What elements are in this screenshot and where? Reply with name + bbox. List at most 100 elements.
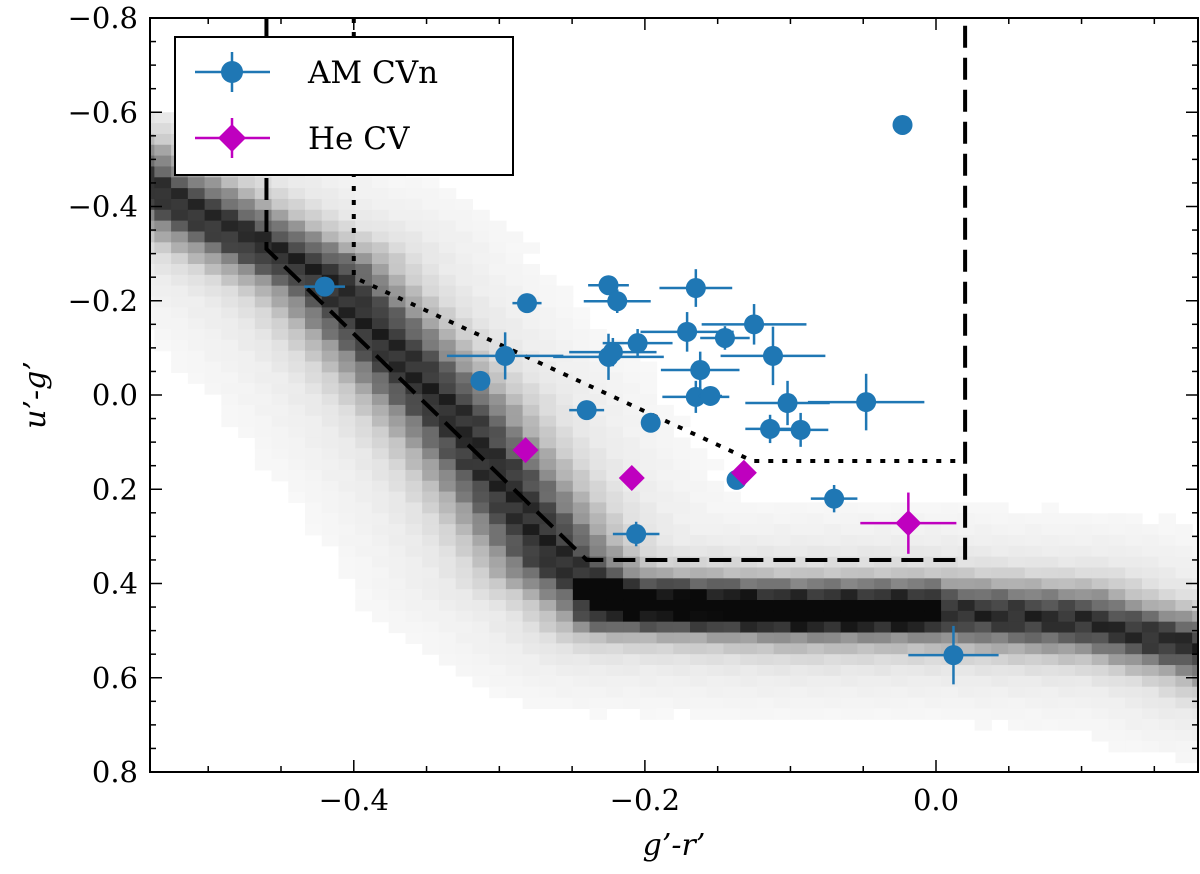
density-cell (438, 198, 457, 211)
density-cell (606, 404, 624, 417)
density-cell (1108, 686, 1126, 699)
density-cell (623, 686, 641, 699)
density-cell (941, 675, 959, 688)
density-cell (572, 491, 591, 504)
density-cell (572, 534, 591, 547)
density-cell (254, 198, 273, 211)
density-cell (405, 534, 423, 547)
density-cell (656, 480, 674, 493)
density-cell (338, 361, 356, 373)
density-cell (271, 177, 289, 189)
density-cell (1075, 719, 1093, 731)
density-cell (489, 394, 507, 406)
density-cell (907, 643, 925, 655)
density-cell (489, 220, 507, 233)
density-cell (288, 177, 306, 189)
density-cell (606, 524, 624, 536)
density-cell (1125, 632, 1143, 644)
density-cell (974, 719, 992, 731)
density-cell (890, 675, 909, 688)
density-cell (807, 524, 825, 536)
density-cell (371, 469, 390, 482)
x-axis-label: g’-r’ (643, 828, 706, 863)
density-cell (238, 285, 256, 298)
density-cell (606, 361, 624, 373)
density-cell (673, 524, 691, 536)
density-cell (807, 513, 825, 525)
density-cell (572, 469, 591, 482)
density-cell (405, 524, 423, 536)
density-cell (740, 534, 758, 547)
density-cell (438, 610, 457, 623)
density-cell (388, 274, 407, 287)
density-cell (187, 209, 206, 222)
density-cell (790, 545, 808, 558)
density-cell (1041, 513, 1059, 525)
am-cvn-point (470, 370, 491, 391)
density-cell (991, 686, 1009, 699)
density-cell (1024, 513, 1043, 525)
density-cell (623, 383, 641, 395)
density-cell (472, 339, 490, 352)
density-cell (673, 437, 691, 449)
density-cell (807, 708, 825, 720)
density-cell (556, 697, 574, 709)
density-cell (455, 480, 474, 493)
density-cell (1008, 719, 1026, 731)
density-cell (656, 448, 674, 460)
density-cell (890, 556, 909, 569)
density-cell (823, 654, 842, 666)
density-cell (572, 426, 591, 439)
density-cell (238, 220, 256, 233)
density-cell (321, 361, 340, 373)
density-cell (405, 177, 423, 189)
density-cell (941, 502, 959, 514)
density-cell (572, 459, 591, 471)
density-cell (907, 599, 925, 612)
y-axis-label: u’-g’ (18, 361, 53, 429)
density-cell (957, 524, 976, 536)
density-cell (874, 524, 892, 536)
density-cell (840, 686, 858, 699)
density-cell (321, 242, 340, 254)
density-cell (556, 502, 574, 514)
density-cell (187, 285, 206, 298)
density-cell (623, 448, 641, 460)
density-cell (823, 708, 842, 720)
density-cell (455, 361, 474, 373)
density-cell (171, 220, 189, 233)
density-cell (150, 188, 155, 200)
density-cell (472, 209, 490, 222)
density-cell (288, 329, 306, 341)
density-cell (388, 556, 407, 569)
density-cell (823, 534, 842, 547)
density-cell (221, 404, 239, 417)
density-cell (924, 675, 942, 688)
density-cell (338, 545, 356, 558)
density-cell (271, 307, 289, 319)
density-cell (924, 686, 942, 699)
density-cell (1141, 632, 1160, 644)
density-cell (1024, 665, 1043, 677)
density-cell (150, 242, 155, 254)
density-cell (388, 394, 407, 406)
density-cell (857, 567, 875, 579)
density-cell (740, 643, 758, 655)
density-cell (438, 599, 457, 612)
density-cell (288, 253, 306, 265)
density-cell (941, 567, 959, 579)
density-cell (756, 654, 775, 666)
density-cell (305, 329, 323, 341)
density-cell (756, 643, 775, 655)
density-cell (1041, 610, 1059, 623)
density-cell (1008, 524, 1026, 536)
density-cell (271, 220, 289, 233)
density-cell (706, 534, 725, 547)
density-cell (941, 697, 959, 709)
density-cell (355, 578, 373, 590)
density-cell (639, 599, 658, 612)
density-cell (556, 524, 574, 536)
density-cell (1108, 556, 1126, 569)
density-cell (890, 524, 909, 536)
density-cell (840, 665, 858, 677)
